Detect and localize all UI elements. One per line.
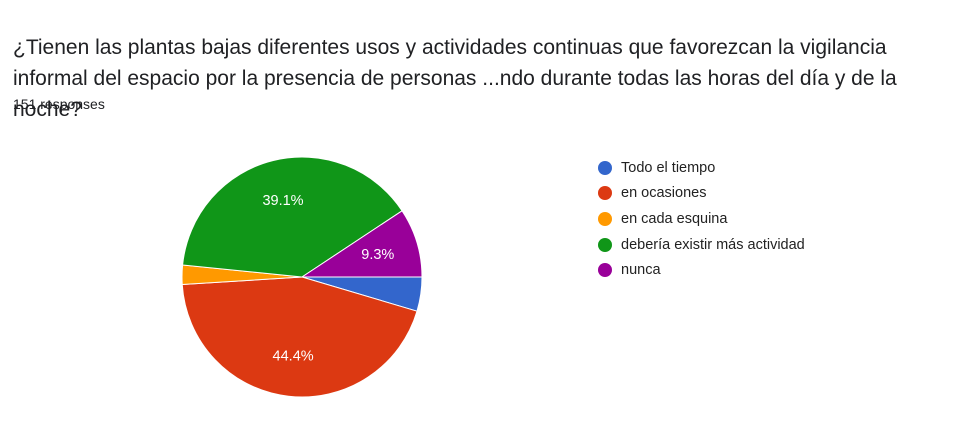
legend-item-en-ocasiones[interactable]: en ocasiones [598,181,805,207]
chart-legend: Todo el tiempo en ocasiones en cada esquin… [598,155,805,283]
legend-swatch-en-cada-esquina [598,211,612,226]
pie-slice-en-ocasiones[interactable] [181,276,418,398]
legend-swatch-en-ocasiones [598,186,612,201]
legend-item-deberia-existir-mas-actividad[interactable]: debería existir más actividad [598,232,805,258]
legend-swatch-nunca [598,263,612,278]
pie-label-en-ocasiones: 44.4% [273,349,314,365]
legend-item-en-cada-esquina[interactable]: en cada esquina [598,206,805,232]
legend-label: debería existir más actividad [621,236,805,253]
response-count: 151 responses [13,96,105,112]
pie-label-deberia-existir-mas-actividad: 39.1% [262,193,303,209]
legend-swatch-deberia-existir-mas-actividad [598,237,612,252]
question-title: ¿Tienen las plantas bajas diferentes uso… [13,36,897,121]
legend-label: nunca [621,262,661,279]
legend-item-todo-el-tiempo[interactable]: Todo el tiempo [598,155,805,181]
legend-label: en ocasiones [621,185,707,202]
legend-item-nunca[interactable]: nunca [598,257,805,283]
legend-label: Todo el tiempo [621,159,716,176]
pie-slice-nunca[interactable] [300,210,423,278]
legend-swatch-todo-el-tiempo [598,160,612,175]
legend-label: en cada esquina [621,210,728,227]
pie-label-nunca: 9.3% [361,247,394,263]
